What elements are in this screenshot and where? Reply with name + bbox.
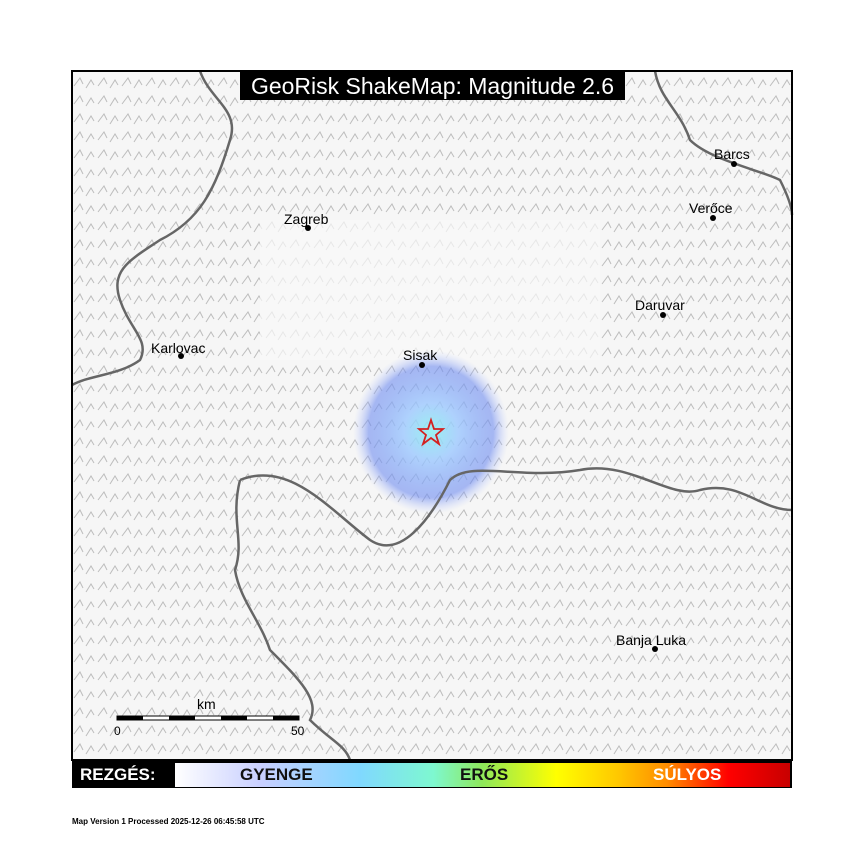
scale-start: 0 [114, 724, 121, 738]
map-frame [71, 70, 793, 761]
city-label-daruvar: Daruvar [635, 297, 685, 313]
city-label-karlovac: Karlovac [151, 340, 206, 356]
scale-end: 50 [291, 724, 305, 738]
city-marker-barcs [731, 161, 737, 167]
city-marker-zagreb [305, 225, 311, 231]
city-marker-daruvar [660, 312, 666, 318]
city-marker-sisak [419, 362, 425, 368]
city-label-zagreb: Zagreb [284, 211, 329, 227]
shaking-intensity-area [353, 350, 509, 514]
city-marker-banja-luka [652, 646, 658, 652]
city-label-barcs: Barcs [714, 146, 750, 162]
legend-level-strong: ERŐS [460, 765, 509, 784]
borders-and-rivers [71, 70, 794, 761]
city-label-veroce: Verőce [689, 200, 733, 216]
legend-level-severe: SÚLYOS [653, 765, 722, 784]
intensity-legend: REZGÉS: GYENGE ERŐS SÚLYOS [72, 761, 792, 788]
city-label-banja-luka: Banja Luka [616, 632, 687, 648]
scale-bar [116, 715, 300, 721]
city-label-sisak: Sisak [403, 347, 438, 363]
legend-color-bar: GYENGE ERŐS SÚLYOS [175, 763, 790, 787]
scale-unit: km [197, 696, 216, 712]
map-title: GeoRisk ShakeMap: Magnitude 2.6 [240, 72, 625, 100]
processing-info: Map Version 1 Processed 2025-12-26 06:45… [72, 817, 265, 826]
legend-label: REZGÉS: [80, 765, 156, 784]
star-icon [416, 417, 446, 447]
city-markers [178, 161, 737, 652]
city-marker-veroce [710, 215, 716, 221]
city-marker-karlovac [178, 353, 184, 359]
legend-level-weak: GYENGE [240, 765, 313, 784]
